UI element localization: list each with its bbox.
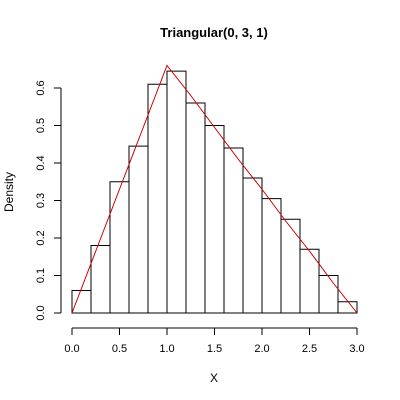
histogram-bar-9 <box>224 148 243 313</box>
y-axis-label: Density <box>2 172 16 212</box>
histogram-bar-11 <box>262 199 281 313</box>
histogram-bar-3 <box>110 182 129 313</box>
x-tick-label: 3.0 <box>349 343 364 355</box>
histogram-bar-13 <box>300 249 319 313</box>
y-tick-label: 0.5 <box>35 118 47 133</box>
y-tick-label: 0.0 <box>35 305 47 320</box>
x-tick-label: 2.5 <box>302 343 317 355</box>
y-tick-label: 0.4 <box>35 155 47 170</box>
chart-title: Triangular(0, 3, 1) <box>160 25 268 40</box>
y-tick-label: 0.1 <box>35 268 47 283</box>
x-tick-label: 2.0 <box>254 343 269 355</box>
x-tick-label: 1.5 <box>207 343 222 355</box>
y-tick-label: 0.6 <box>35 80 47 95</box>
y-tick-label: 0.2 <box>35 230 47 245</box>
x-tick-label: 0.0 <box>64 343 79 355</box>
histogram-bar-1 <box>72 291 91 314</box>
x-axis: 0.0 0.5 1.0 1.5 2.0 2.5 3.0 <box>64 328 364 355</box>
x-tick-label: 0.5 <box>112 343 127 355</box>
histogram-bar-4 <box>129 146 148 313</box>
histogram-bars <box>72 71 357 313</box>
histogram-bar-15 <box>338 302 357 313</box>
histogram-bar-7 <box>186 103 205 313</box>
histogram-bar-10 <box>243 178 262 313</box>
histogram-bar-14 <box>319 276 338 314</box>
x-axis-label: X <box>210 371 218 385</box>
histogram-bar-8 <box>205 126 224 314</box>
y-axis: 0.0 0.1 0.2 0.3 0.4 0.5 0.6 <box>35 80 61 320</box>
y-tick-label: 0.3 <box>35 193 47 208</box>
histogram-bar-6 <box>167 71 186 313</box>
histogram-bar-5 <box>148 84 167 313</box>
x-tick-label: 1.0 <box>159 343 174 355</box>
histogram-bar-12 <box>281 219 300 313</box>
